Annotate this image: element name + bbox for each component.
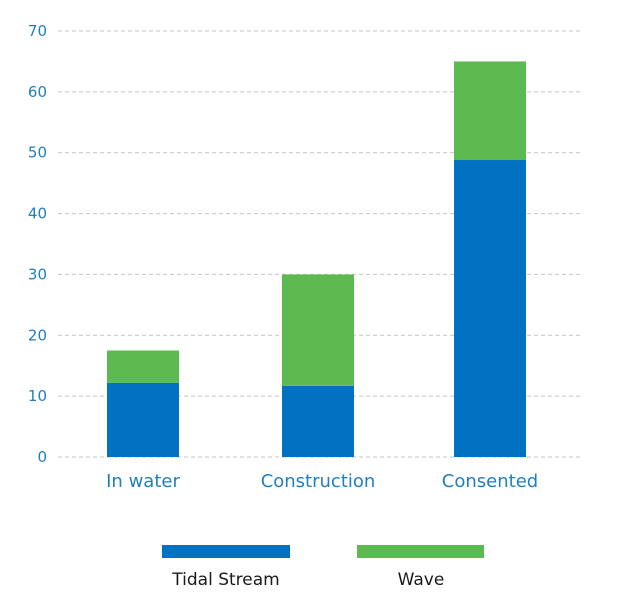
x-category-label-construction: Construction — [261, 471, 376, 492]
y-tick-label-60: 60 — [28, 83, 47, 101]
bar-wave-construction — [282, 274, 354, 386]
bar-wave-consented — [454, 61, 526, 161]
y-tick-label-0: 0 — [37, 448, 47, 466]
legend-swatch-wave — [357, 545, 484, 558]
y-tick-label-10: 10 — [28, 387, 47, 405]
legend-label-wave: Wave — [398, 570, 445, 590]
legend: Tidal Stream Wave — [162, 545, 484, 590]
x-axis-labels: In water Construction Consented — [106, 471, 538, 492]
x-category-label-in-water: In water — [106, 471, 180, 492]
bar-wave-in-water — [107, 350, 179, 383]
y-tick-label-40: 40 — [28, 205, 47, 223]
bars — [107, 61, 526, 457]
y-tick-label-70: 70 — [28, 22, 47, 40]
bar-tidal-stream-construction — [282, 385, 354, 457]
legend-label-tidal-stream: Tidal Stream — [171, 570, 279, 590]
y-tick-label-20: 20 — [28, 326, 47, 344]
bar-tidal-stream-in-water — [107, 382, 179, 457]
y-axis-ticks: 0 10 20 30 40 50 60 70 — [28, 22, 47, 466]
bar-tidal-stream-consented — [454, 160, 526, 457]
legend-swatch-tidal-stream — [162, 545, 290, 558]
x-category-label-consented: Consented — [442, 471, 538, 492]
y-tick-label-50: 50 — [28, 144, 47, 162]
y-tick-label-30: 30 — [28, 265, 47, 283]
